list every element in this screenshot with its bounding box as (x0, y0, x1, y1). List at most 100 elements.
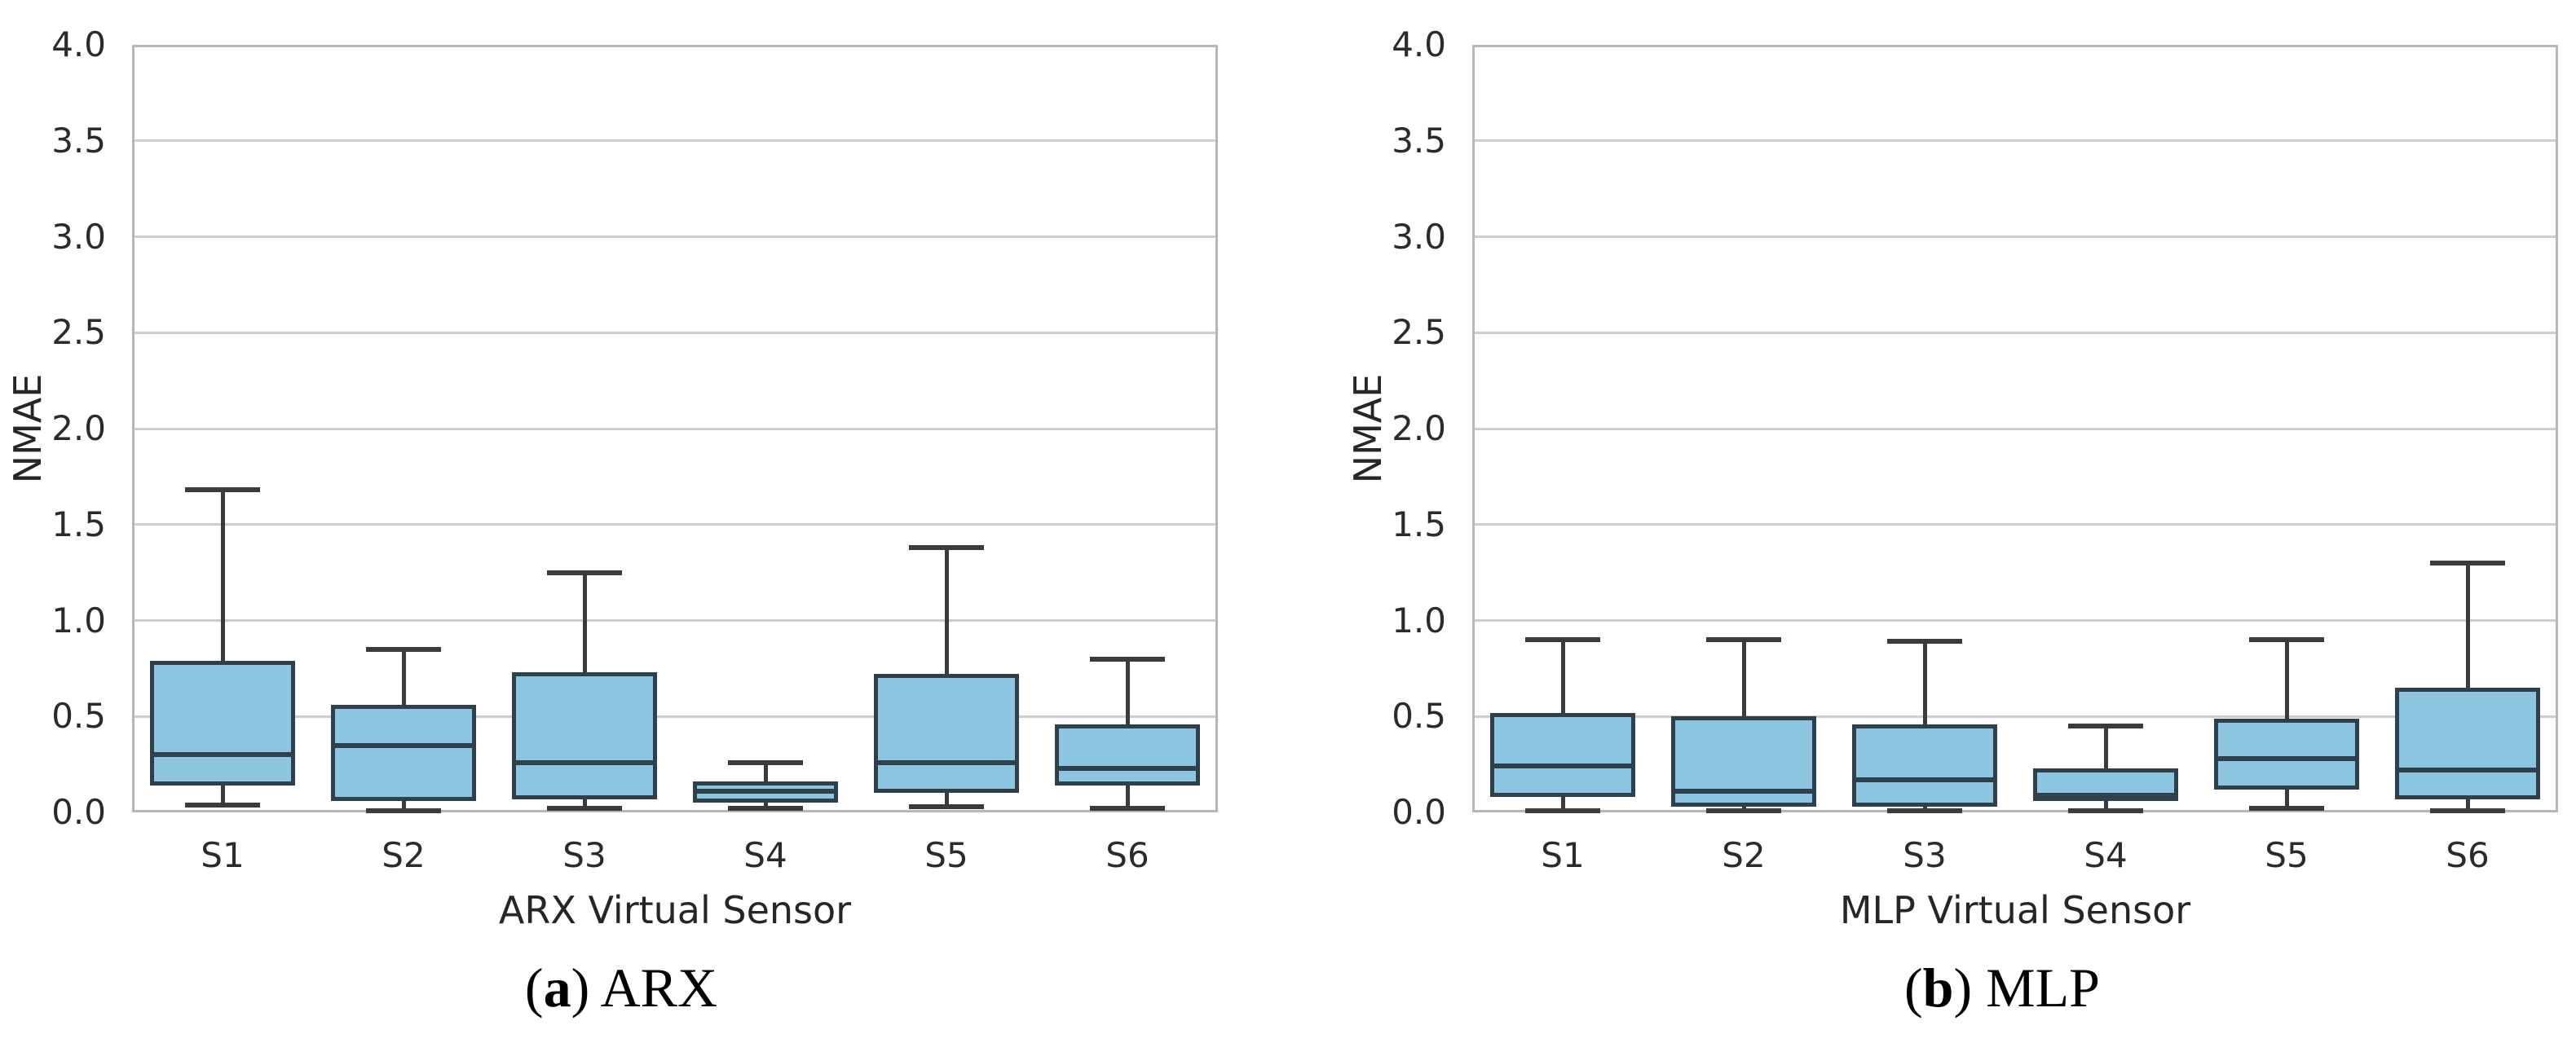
iqr-box (150, 660, 295, 786)
y-tick-label: 0.0 (1392, 792, 1446, 832)
y-tick-label: 4.0 (51, 24, 106, 64)
box-plot-s3 (1475, 47, 2556, 813)
whisker-cap-top (2430, 560, 2505, 566)
gridline (135, 235, 1215, 238)
median-line (335, 742, 472, 748)
iqr-box (512, 672, 657, 799)
y-tick-label: 3.5 (1392, 120, 1446, 161)
median-line (1856, 777, 1993, 782)
x-axis-label: ARX Virtual Sensor (498, 888, 852, 932)
gridline (135, 139, 1215, 143)
whisker-cap-top (2068, 724, 2143, 729)
whisker-lower (1125, 786, 1130, 809)
x-tick-label: S1 (201, 835, 245, 875)
caption-letter: b (1922, 957, 1954, 1019)
box-plot-s4 (1475, 47, 2556, 813)
iqr-box (1852, 724, 1997, 807)
whisker-upper (582, 572, 587, 673)
x-tick-label: S5 (2265, 835, 2309, 875)
whisker-cap-bottom (1706, 808, 1781, 813)
x-tick-label: S6 (2446, 835, 2490, 875)
gridline (135, 619, 1215, 622)
gridline (135, 715, 1215, 718)
whisker-cap-top (1525, 637, 1600, 643)
median-line (878, 759, 1015, 765)
median-line (697, 789, 834, 794)
whisker-lower (1560, 797, 1565, 811)
y-tick-label: 0.0 (51, 792, 106, 832)
x-axis-label: MLP Virtual Sensor (1839, 888, 2191, 932)
median-line (2218, 756, 2355, 762)
gridline (1475, 331, 2556, 334)
panel-caption: (a) ARX (524, 957, 718, 1019)
x-tick-label: S4 (2084, 835, 2128, 875)
y-tick-label: 3.5 (51, 120, 106, 161)
whisker-upper (944, 548, 949, 675)
whisker-cap-top (185, 487, 260, 493)
iqr-box (1055, 724, 1200, 786)
whisker-cap-bottom (2249, 806, 2324, 812)
whisker-cap-top (1706, 637, 1781, 643)
whisker-cap-bottom (1525, 808, 1600, 813)
panel-caption: (b) MLP (1904, 957, 2100, 1019)
box-plot-s6 (135, 47, 1215, 812)
median-line (1059, 765, 1196, 771)
iqr-box (2214, 718, 2359, 790)
whisker-upper (2103, 726, 2108, 768)
iqr-box (2395, 687, 2540, 799)
whisker-cap-top (728, 759, 803, 765)
median-line (2037, 792, 2174, 798)
whisker-cap-bottom (909, 803, 984, 809)
y-tick-label: 1.5 (51, 504, 106, 544)
gridline (1475, 523, 2556, 526)
whisker-cap-top (2249, 637, 2324, 643)
gridline (1475, 715, 2556, 718)
whisker-upper (1741, 640, 1746, 717)
caption-letter: a (543, 957, 571, 1019)
whisker-upper (1922, 641, 1927, 724)
plot-area-arx (132, 45, 1218, 813)
caption-text: ARX (600, 957, 718, 1019)
median-line (2399, 768, 2536, 773)
median-line (1494, 764, 1631, 769)
whisker-lower (2103, 800, 2108, 811)
x-tick-label: S5 (924, 835, 968, 875)
iqr-box (331, 705, 476, 801)
whisker-cap-bottom (2068, 808, 2143, 813)
whisker-upper (2465, 562, 2470, 688)
iqr-box (874, 674, 1019, 794)
whisker-cap-bottom (366, 808, 441, 813)
whisker-lower (220, 786, 225, 805)
median-line (516, 759, 653, 765)
box-plot-s1 (1475, 47, 2556, 813)
whisker-cap-top (1887, 639, 1962, 645)
x-tick-label: S2 (382, 835, 426, 875)
caption-text: MLP (1986, 957, 2100, 1019)
y-tick-label: 3.0 (1392, 216, 1446, 257)
whisker-cap-bottom (2430, 808, 2505, 813)
whisker-cap-bottom (728, 806, 803, 812)
gridline (135, 331, 1215, 334)
box-plot-s6 (1475, 47, 2556, 813)
y-tick-label: 1.0 (51, 600, 106, 640)
gridline (135, 523, 1215, 526)
gridline (1475, 139, 2556, 143)
box-plot-s1 (135, 47, 1215, 810)
iqr-box (1490, 712, 1635, 798)
plot-area-mlp (1472, 45, 2558, 813)
whisker-lower (401, 800, 406, 811)
x-tick-label: S6 (1105, 835, 1149, 875)
y-tick-label: 2.0 (51, 408, 106, 448)
box-plot-s3 (135, 47, 1215, 812)
median-line (1675, 789, 1812, 794)
median-line (154, 752, 291, 758)
y-tick-label: 1.5 (1392, 504, 1446, 544)
x-tick-label: S3 (1903, 835, 1947, 875)
y-tick-label: 1.0 (1392, 600, 1446, 640)
box-plot-s5 (135, 47, 1215, 810)
whisker-cap-bottom (547, 806, 622, 812)
whisker-lower (2465, 799, 2470, 811)
whisker-upper (763, 762, 768, 782)
whisker-cap-top (366, 646, 441, 652)
